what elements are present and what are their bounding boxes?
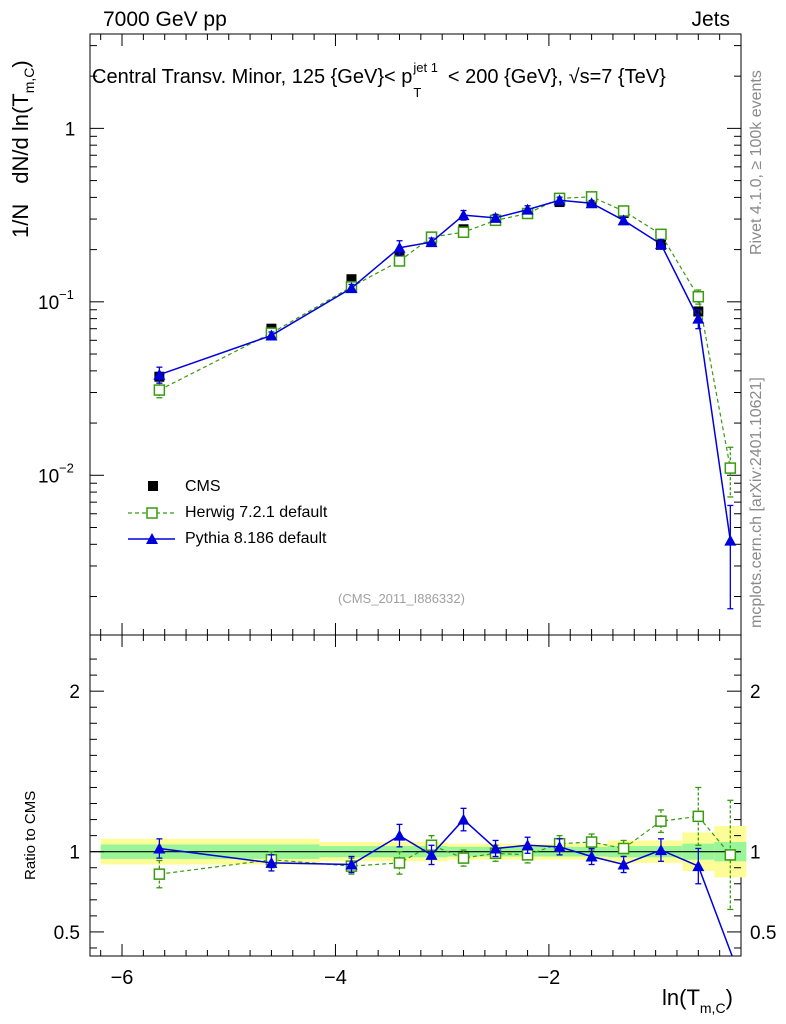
herwig-point (692, 810, 705, 823)
y-tick-label: 1 (65, 119, 76, 140)
pythia-line (159, 199, 732, 541)
pythia-point (692, 860, 705, 872)
herwig-line (159, 815, 731, 875)
pythia-point (553, 194, 566, 206)
analysis-id: (CMS_2011_I886332) (338, 591, 465, 606)
pythia-point (553, 840, 566, 852)
legend-label-cms: CMS (185, 478, 221, 495)
pythia-point (265, 856, 278, 868)
y-axis-close: ) (8, 60, 33, 68)
pythia-point (521, 839, 534, 851)
y-axis-norm: 1/N (8, 203, 33, 238)
herwig-point (655, 815, 667, 827)
title-pt-sup: jet 1 (413, 60, 438, 75)
pythia-point (654, 238, 667, 250)
herwig-point (617, 842, 630, 855)
herwig-point (585, 836, 598, 848)
pythia-point (265, 329, 278, 341)
herwig-point (724, 462, 737, 474)
y-tick-label: 10 (38, 293, 59, 314)
rivet-watermark: Rivet 4.1.0, ≥ 100k events (748, 70, 765, 255)
herwig-line (159, 196, 731, 469)
legend-label-pythia: Pythia 8.186 default (185, 530, 327, 547)
pythia-point (425, 236, 438, 248)
pythia-line (159, 818, 733, 957)
title-pt-sub: T (413, 85, 422, 100)
pythia-point (654, 844, 667, 856)
ratio-axis-label: Ratio to CMS (22, 790, 39, 880)
title-prefix: Central Transv. Minor, 125 {GeV}< p (92, 66, 413, 88)
energy-label: 7000 GeV pp (103, 8, 227, 31)
pythia-point (393, 241, 406, 253)
pythia-point (457, 813, 470, 825)
y-axis-label: 1/N dN/d ln(Tm,C) (8, 60, 37, 238)
pythia-point (153, 842, 166, 854)
ratio-y-tick-label: 1 (69, 843, 80, 864)
pythia-point (692, 312, 705, 324)
ratio-series-layer (153, 786, 737, 957)
y-axis-main: dN/d ln(T (8, 93, 33, 184)
category-label: Jets (691, 8, 730, 31)
y-axis-sub: m,C (21, 67, 37, 94)
ratio-y-tick-label: 2 (69, 682, 80, 703)
pythia-point (345, 282, 358, 294)
ratio-y-tick-label-right: 0.5 (750, 923, 776, 944)
x-axis-label: ln(Tm,C) (662, 985, 733, 1016)
ratio-y-tick-label-right: 2 (750, 682, 761, 703)
title-suffix: < 200 {GeV}, √s=7 {TeV} (442, 66, 666, 88)
pythia-point (489, 842, 502, 854)
ratio-y-tick-label: 0.5 (54, 923, 80, 944)
axes-ticks (90, 34, 742, 956)
herwig-point (655, 228, 667, 241)
herwig-point (153, 384, 166, 396)
title-pt-scripts: jet 1 T (412, 60, 442, 100)
y-tick-label: 10 (38, 466, 59, 487)
herwig-point (457, 226, 470, 238)
cms-point (346, 274, 357, 285)
pythia-point (617, 214, 630, 226)
x-tick-label: −2 (537, 967, 560, 989)
pythia-point (521, 203, 534, 215)
herwig-point (153, 868, 166, 880)
x-tick-label: −6 (111, 967, 134, 989)
pythia-point (425, 848, 438, 860)
pythia-point (393, 829, 406, 841)
mcplots-watermark: mcplots.cern.ch [arXiv:2401.10621] (748, 377, 765, 628)
pythia-point (585, 850, 598, 862)
pythia-point (153, 368, 166, 380)
pythia-point (585, 197, 598, 209)
pythia-point (457, 209, 470, 221)
ratio-frame (89, 634, 742, 957)
herwig-point (393, 255, 406, 267)
y-tick-exponent: −2 (59, 460, 74, 475)
pythia-point (345, 858, 358, 870)
pythia-point (617, 858, 630, 870)
herwig-point (393, 857, 406, 869)
pythia-point (724, 534, 737, 546)
x-tick-label: −4 (324, 967, 347, 989)
herwig-point (457, 852, 470, 864)
main-series-layer (153, 191, 737, 610)
herwig-point (692, 290, 705, 303)
plot-title: Central Transv. Minor, 125 {GeV}< p jet 1… (92, 60, 666, 100)
ratio-y-tick-label-right: 1 (750, 843, 761, 864)
herwig-point (724, 849, 737, 861)
y-tick-exponent: −1 (59, 287, 74, 302)
legend-label-herwig: Herwig 7.2.1 default (185, 504, 328, 521)
pythia-point (489, 211, 502, 223)
